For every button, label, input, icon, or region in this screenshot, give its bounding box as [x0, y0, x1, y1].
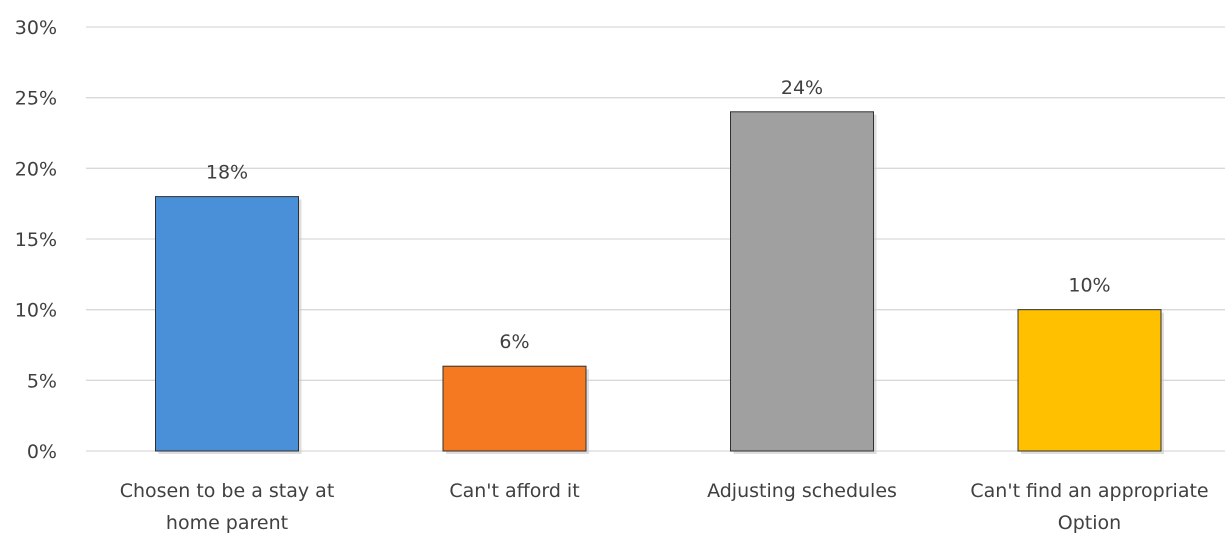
y-tick-label: 0% [27, 441, 57, 463]
category-label: Can't afford it [449, 480, 579, 502]
data-label: 10% [1068, 275, 1110, 297]
data-label: 6% [499, 331, 529, 353]
data-labels: 18% 6% 24% 10% [206, 77, 1111, 353]
category-label: Can't find an appropriate [970, 480, 1208, 502]
y-tick-label: 15% [15, 229, 57, 251]
bar [155, 196, 299, 452]
y-tick-label: 25% [15, 88, 57, 110]
category-label: Adjusting schedules [707, 480, 897, 502]
x-axis-category-labels: Chosen to be a stay at home parent Can't a… [120, 480, 1209, 534]
y-tick-label: 5% [27, 370, 57, 392]
data-label: 24% [781, 77, 823, 99]
bar [730, 111, 874, 452]
y-tick-label: 30% [15, 17, 57, 39]
category-label: Chosen to be a stay at [120, 480, 335, 502]
y-tick-label: 20% [15, 158, 57, 180]
y-axis-tick-labels: 0% 5% 10% 15% 20% 25% 30% [15, 17, 57, 463]
category-label: Option [1058, 512, 1121, 534]
y-tick-label: 10% [15, 300, 57, 322]
bars [155, 111, 1164, 455]
data-label: 18% [206, 162, 248, 184]
category-label: home parent [166, 512, 288, 534]
bar [1017, 309, 1162, 452]
bar [442, 365, 587, 452]
